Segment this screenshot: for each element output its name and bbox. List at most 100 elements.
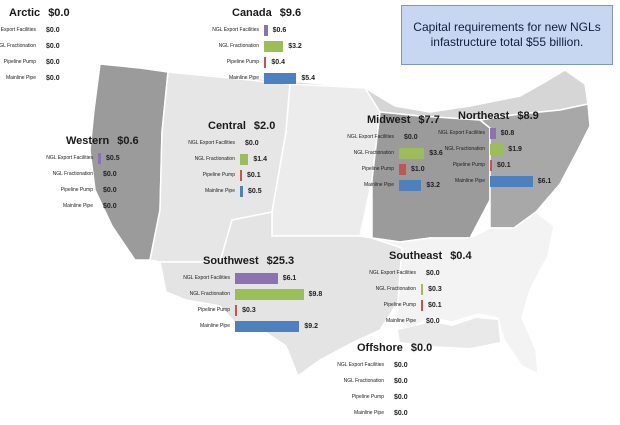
series-label: Pipeline Pump: [3, 59, 36, 65]
bar-value-label: $0.0: [404, 133, 418, 141]
bar-ngl-fractionation: [421, 283, 424, 295]
bar-value-label: $0.6: [272, 26, 287, 34]
bar-value-label: $9.2: [304, 322, 319, 330]
map-region-gulf: [398, 318, 500, 348]
map-region-southeast: [371, 211, 555, 376]
region-panel-northeast: Northeast $8.9 NGL Export Facilities $0.8 NG…: [413, 110, 551, 189]
region-header: Southeast $0.4: [344, 250, 472, 262]
series-label: Pipeline Pump: [383, 302, 416, 308]
bar-value-label: $0.1: [428, 301, 442, 309]
region-total: $0.4: [450, 250, 472, 262]
series-label: Mainline Pipe: [228, 75, 259, 81]
bar-value-label: $0.0: [394, 409, 408, 417]
region-total: $2.0: [253, 120, 276, 132]
bar-ngl-fractionation: [490, 143, 504, 155]
bar-row-pipeline-pump: Pipeline Pump $0.4: [187, 54, 315, 70]
bar-value-label: $0.0: [103, 170, 117, 178]
bar-row-mainline-pipe: Mainline Pipe $6.1: [413, 173, 551, 189]
region-name: Offshore: [357, 342, 403, 354]
series-label: NGL Export Facilities: [369, 270, 416, 276]
bar-row-ngl-export-facilities: NGL Export Facilities $6.1: [158, 270, 322, 286]
series-label: NGL Fractionation: [189, 291, 230, 297]
region-header: Arctic $0.0: [0, 7, 70, 19]
bar-pipeline-pump: [421, 299, 423, 311]
bar-ngl-fractionation: [240, 153, 249, 165]
bar-value-label: $3.2: [288, 42, 302, 50]
bar-row-ngl-fractionation: NGL Fractionation $9.8: [158, 286, 322, 302]
bar-mainline-pipe: [264, 72, 297, 84]
series-label: Mainline Pipe: [62, 203, 93, 209]
bar-value-label: $1.0: [411, 165, 425, 173]
region-header: Western $0.6: [21, 135, 139, 147]
bar-value-label: $0.0: [245, 139, 259, 147]
bar-row-pipeline-pump: Pipeline Pump $0.0: [312, 389, 432, 405]
bar-value-label: $3.6: [429, 149, 443, 157]
region-bar-rows: NGL Export Facilities $0.6 NGL Fractionati…: [187, 22, 315, 86]
bar-row-ngl-export-facilities: NGL Export Facilities $0.0: [0, 22, 70, 38]
series-label: Mainline Pipe: [199, 323, 230, 329]
bar-value-label: $3.2: [426, 181, 441, 189]
bar-row-mainline-pipe: Mainline Pipe $0.0: [312, 405, 432, 421]
bar-value-label: $0.3: [242, 306, 256, 314]
region-bar-rows: NGL Export Facilities $0.0 NGL Fractionati…: [163, 135, 275, 199]
region-bar-rows: NGL Export Facilities $0.0 NGL Fractionati…: [322, 129, 443, 193]
region-name: Northeast: [458, 110, 510, 122]
region-header: Offshore $0.0: [312, 342, 432, 354]
bar-value-label: $0.0: [426, 269, 440, 277]
bar-row-mainline-pipe: Mainline Pipe $3.2: [322, 177, 443, 193]
bar-value-label: $6.1: [282, 274, 297, 282]
bar-value-label: $1.4: [253, 155, 268, 163]
bar-row-ngl-fractionation: NGL Fractionation $0.0: [21, 166, 139, 182]
bar-value-label: $0.0: [46, 58, 60, 66]
bar-value-label: $0.0: [394, 377, 408, 385]
series-label: Pipeline Pump: [361, 166, 394, 172]
series-label: Mainline Pipe: [353, 410, 384, 416]
bar-row-ngl-fractionation: NGL Fractionation $3.6: [322, 145, 443, 161]
bar-row-mainline-pipe: Mainline Pipe $9.2: [158, 318, 322, 334]
bar-value-label: $0.0: [103, 202, 117, 210]
series-label: NGL Fractionation: [444, 146, 485, 152]
bar-row-ngl-export-facilities: NGL Export Facilities $0.0: [163, 135, 275, 151]
bar-row-ngl-fractionation: NGL Fractionation $3.2: [187, 38, 315, 54]
bar-value-label: $0.0: [394, 361, 408, 369]
series-label: NGL Export Facilities: [183, 275, 230, 281]
series-label: NGL Export Facilities: [212, 27, 259, 33]
bar-value-label: $0.5: [248, 187, 262, 195]
bar-row-ngl-fractionation: NGL Fractionation $0.0: [0, 38, 70, 54]
bar-row-ngl-export-facilities: NGL Export Facilities $0.8: [413, 125, 551, 141]
bar-row-pipeline-pump: Pipeline Pump $0.0: [0, 54, 70, 70]
bar-value-label: $0.1: [497, 161, 511, 169]
region-name: Midwest: [367, 114, 411, 126]
bar-value-label: $0.1: [247, 171, 261, 179]
bar-row-ngl-export-facilities: NGL Export Facilities $0.0: [322, 129, 443, 145]
bar-pipeline-pump: [399, 163, 406, 175]
bar-pipeline-pump: [235, 304, 238, 316]
bar-ngl-export-facilities: [264, 24, 268, 36]
region-name: Arctic: [9, 7, 41, 19]
region-panel-offshore: Offshore $0.0 NGL Export Facilities $0.0 NGL…: [312, 342, 432, 421]
bar-row-pipeline-pump: Pipeline Pump $1.0: [322, 161, 443, 177]
region-bar-rows: NGL Export Facilities $0.5 NGL Fractionati…: [21, 150, 139, 214]
map-region-western: [89, 63, 169, 261]
callout-text: Capital requirements for new NGLs infast…: [413, 20, 601, 49]
bar-row-pipeline-pump: Pipeline Pump $0.1: [413, 157, 551, 173]
bar-mainline-pipe: [240, 185, 243, 197]
region-total: $0.0: [410, 342, 433, 354]
series-label: Pipeline Pump: [202, 172, 235, 178]
bar-row-ngl-fractionation: NGL Fractionation $0.3: [344, 281, 472, 297]
map-region-northeast: [478, 103, 591, 229]
region-total: $8.9: [517, 110, 539, 122]
bar-row-ngl-export-facilities: NGL Export Facilities $0.0: [312, 357, 432, 373]
region-panel-midwest: Midwest $7.7 NGL Export Facilities $0.0 NGL …: [322, 114, 443, 193]
bar-row-pipeline-pump: Pipeline Pump $0.1: [163, 167, 275, 183]
bar-pipeline-pump: [240, 169, 242, 181]
bar-row-ngl-export-facilities: NGL Export Facilities $0.0: [344, 265, 472, 281]
series-label: Pipeline Pump: [60, 187, 93, 193]
bar-row-pipeline-pump: Pipeline Pump $0.3: [158, 302, 322, 318]
series-label: NGL Fractionation: [375, 286, 416, 292]
bar-ngl-export-facilities: [98, 152, 101, 164]
bar-value-label: $9.8: [308, 290, 323, 298]
series-label: Pipeline Pump: [197, 307, 230, 313]
bar-value-label: $1.9: [508, 145, 522, 153]
